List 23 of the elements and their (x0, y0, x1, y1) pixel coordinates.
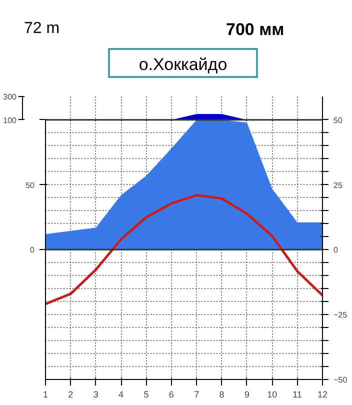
x-tick-label: 10 (267, 390, 278, 400)
x-tick-label: 8 (219, 390, 224, 400)
y2-tick-label: −25 (334, 310, 348, 320)
chart-title: о.Хоккайдо (108, 48, 258, 78)
x-tick-label: 1 (42, 390, 48, 400)
x-tick-label: 9 (244, 390, 250, 400)
x-tick-label: 6 (168, 390, 174, 400)
x-tick-label: 11 (292, 390, 302, 400)
x-tick-label: 5 (144, 390, 149, 400)
y2-tick-label: 25 (334, 180, 343, 190)
line-series (46, 194, 322, 306)
y3-tick-label: 300 (3, 92, 18, 102)
y2-tick-label: −50 (334, 376, 348, 384)
x-tick-label: 2 (68, 390, 74, 400)
x-tick-label: 4 (118, 390, 124, 400)
y2-tick-label: 0 (334, 246, 338, 255)
y2-tick-label: 50 (334, 116, 343, 125)
text: 700 мм (226, 19, 284, 41)
x-tick-label: 12 (317, 390, 328, 400)
y3-tick-label: 100 (3, 116, 18, 125)
x-tick-label: 3 (93, 390, 98, 400)
x-tick-label: 7 (194, 390, 200, 400)
text: 72 m (24, 19, 60, 39)
